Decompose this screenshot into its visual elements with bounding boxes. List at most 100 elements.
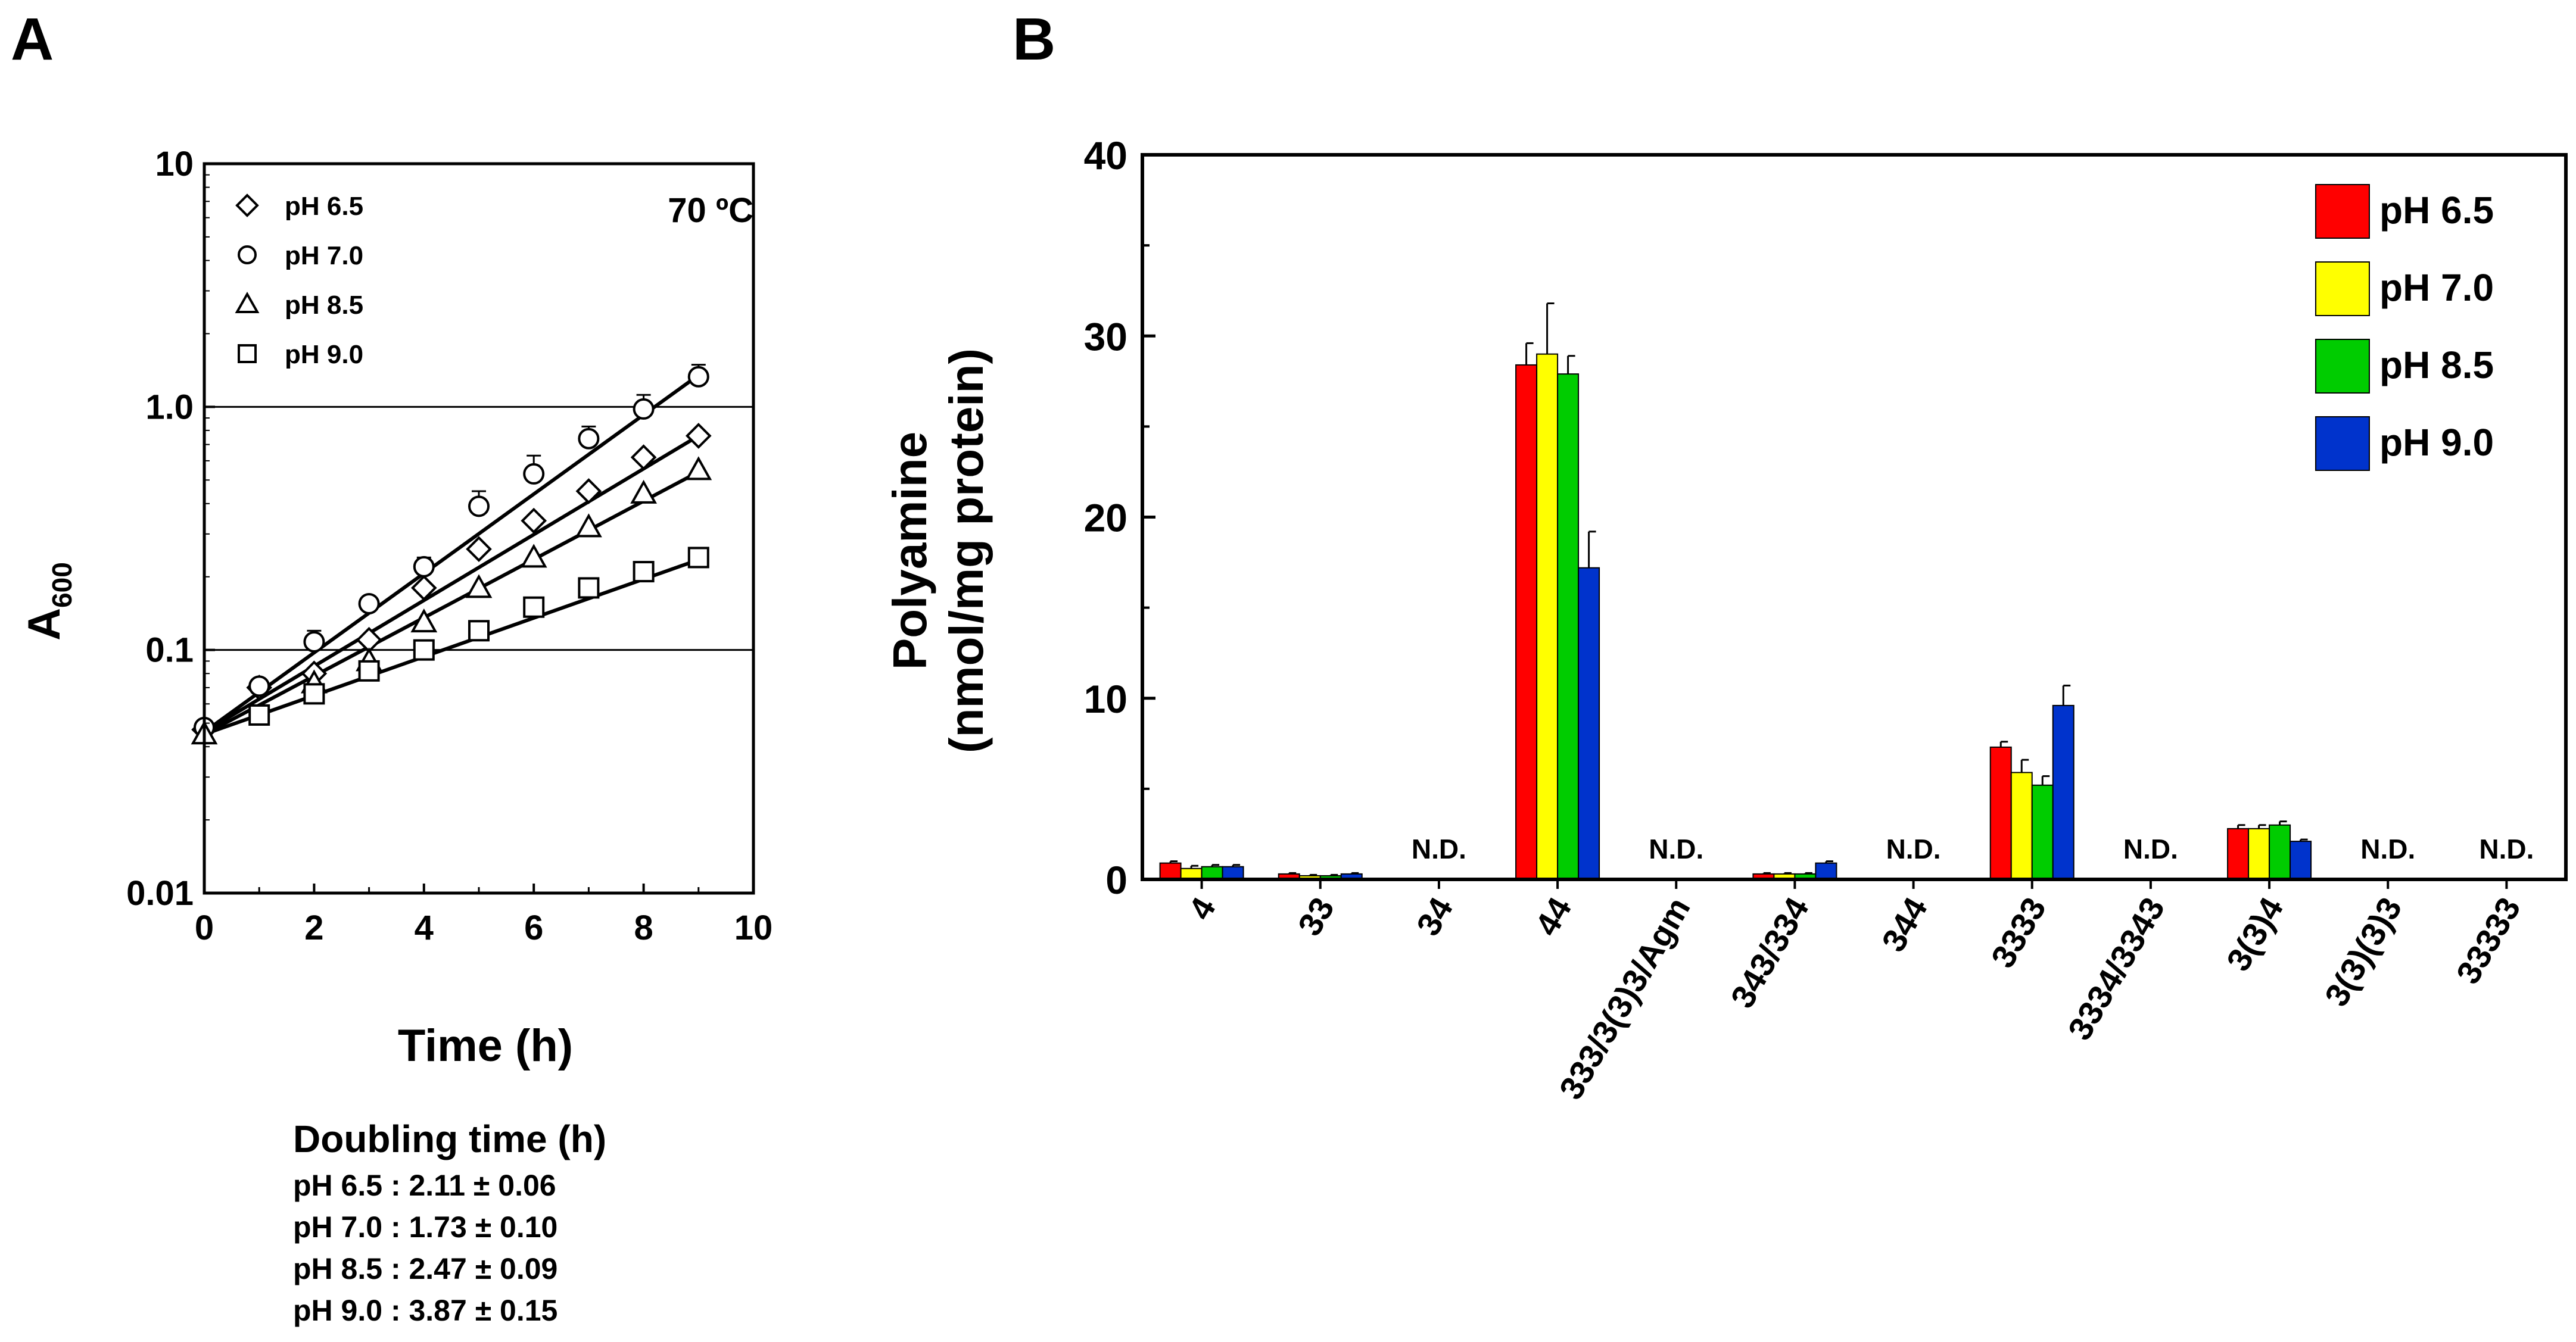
doubling-time-table: Doubling time (h) pH 6.5 : 2.11 ± 0.06 p… xyxy=(293,1118,606,1327)
marker-circle xyxy=(578,427,600,450)
x-tick-label: 333/3(3)3/Agm xyxy=(1552,891,1697,1106)
bar xyxy=(1201,866,1223,881)
legend-swatch xyxy=(2315,184,2370,239)
marker-square xyxy=(523,596,545,618)
x-tick-label: 34 xyxy=(1409,891,1460,942)
marker-square xyxy=(238,344,257,363)
marker-triangle xyxy=(685,456,712,480)
x-tick-label: 33333 xyxy=(2449,891,2527,990)
panel-b-ylabel-line1: Polyamine xyxy=(883,432,936,670)
x-tick-label: 3(3)4 xyxy=(2219,891,2291,978)
legend-label: pH 9.0 xyxy=(2379,421,2494,464)
fit-line xyxy=(204,558,699,736)
svg-text:A600: A600 xyxy=(19,562,77,641)
panel-a-ylabel-main: A xyxy=(19,608,70,641)
legend-swatch xyxy=(2315,261,2370,316)
legend-swatch xyxy=(2315,339,2370,394)
y-tick-label: 40 xyxy=(1084,133,1127,177)
legend-label: pH 6.5 xyxy=(2379,189,2494,232)
marker-circle xyxy=(303,631,325,653)
x-tick-label: 343/334 xyxy=(1723,891,1816,1015)
fit-line xyxy=(203,434,700,734)
x-tick-label: 344 xyxy=(1874,891,1935,958)
fit-line xyxy=(203,373,700,734)
x-tick-label: 4 xyxy=(415,909,434,947)
legend-label: pH 7.0 xyxy=(285,241,363,270)
bar xyxy=(1515,364,1538,880)
bar xyxy=(1557,373,1580,880)
marker-circle xyxy=(523,463,545,485)
marker-circle xyxy=(687,366,709,388)
marker-circle xyxy=(468,495,490,517)
panel-a-legend: pH 6.5 pH 7.0 pH 8.5 pH 9.0 xyxy=(235,192,363,369)
panel-b-label: B xyxy=(1013,6,1055,73)
x-tick-label: 4 xyxy=(1181,891,1223,926)
x-tick-label: 3(3)(3)3 xyxy=(2317,891,2409,1013)
x-tick-label: 6 xyxy=(524,909,543,947)
legend-label: pH 8.5 xyxy=(2379,344,2494,386)
y-tick-label: 0.1 xyxy=(145,631,194,670)
legend-label: pH 8.5 xyxy=(285,291,363,320)
doubling-row: pH 7.0 : 1.73 ± 0.10 xyxy=(293,1210,557,1244)
y-tick-label: 0 xyxy=(1105,858,1127,902)
marker-circle xyxy=(248,675,270,697)
bar xyxy=(2290,841,2312,881)
panel-a-data-points xyxy=(191,366,712,745)
doubling-row: pH 8.5 : 2.47 ± 0.09 xyxy=(293,1252,557,1285)
doubling-row: pH 9.0 : 3.87 ± 0.15 xyxy=(293,1294,557,1327)
x-tick-label: 10 xyxy=(734,909,773,947)
marker-square xyxy=(578,577,600,599)
y-tick-label: 10 xyxy=(1084,677,1127,721)
panel-b-ylabel: Polyamine (nmol/mg protein) xyxy=(883,348,993,753)
legend-label: pH 7.0 xyxy=(2379,266,2494,309)
x-tick-label: 3333 xyxy=(1983,891,2053,974)
marker-circle xyxy=(358,592,380,614)
marker-circle xyxy=(238,245,257,264)
panel-a-fit-lines xyxy=(203,373,700,736)
panel-a-ylabel: A600 xyxy=(19,562,77,641)
nd-label: N.D. xyxy=(2479,834,2534,865)
bar xyxy=(2248,828,2270,881)
x-tick-label: 0 xyxy=(195,909,214,947)
x-tick-label: 2 xyxy=(304,909,323,947)
legend-label: pH 9.0 xyxy=(285,340,363,369)
marker-square xyxy=(468,620,490,642)
panel-b-ylabel-line2: (nmol/mg protein) xyxy=(940,348,993,753)
panel-b-bars xyxy=(1159,353,2312,881)
nd-label: N.D. xyxy=(1649,834,1703,865)
marker-diamond xyxy=(410,575,437,601)
marker-square xyxy=(633,561,655,583)
marker-circle xyxy=(633,398,655,420)
x-tick-label: 33 xyxy=(1290,891,1341,942)
panel-b-nd-labels: N.D. N.D. N.D. N.D. N.D. N.D. xyxy=(1412,834,2534,865)
bar xyxy=(2052,704,2074,881)
bar xyxy=(1578,567,1600,880)
nd-label: N.D. xyxy=(2123,834,2178,865)
doubling-row: pH 6.5 : 2.11 ± 0.06 xyxy=(293,1169,556,1202)
nd-label: N.D. xyxy=(2360,834,2415,865)
y-tick-label: 0.01 xyxy=(126,874,194,913)
marker-triangle xyxy=(630,479,658,504)
panel-a-plot-frame xyxy=(203,162,755,895)
doubling-title: Doubling time (h) xyxy=(293,1118,606,1160)
marker-square xyxy=(358,660,380,682)
bar xyxy=(1159,862,1182,881)
bar xyxy=(1536,353,1559,880)
marker-triangle xyxy=(465,574,493,598)
marker-diamond xyxy=(630,444,657,470)
bar xyxy=(1222,866,1244,881)
marker-triangle xyxy=(575,513,602,538)
marker-triangle xyxy=(235,291,260,313)
x-tick-label: 3334/3343 xyxy=(2060,891,2172,1047)
bar xyxy=(2227,828,2250,881)
panel-b-error-bars xyxy=(1169,302,2308,876)
bar xyxy=(1989,746,2012,880)
marker-circle xyxy=(413,555,435,578)
marker-square xyxy=(413,639,435,661)
panel-a-label: A xyxy=(11,6,54,73)
bar xyxy=(2010,772,2033,881)
legend-label: pH 6.5 xyxy=(285,192,363,221)
x-tick-label: 8 xyxy=(634,909,653,947)
marker-diamond xyxy=(466,536,492,563)
